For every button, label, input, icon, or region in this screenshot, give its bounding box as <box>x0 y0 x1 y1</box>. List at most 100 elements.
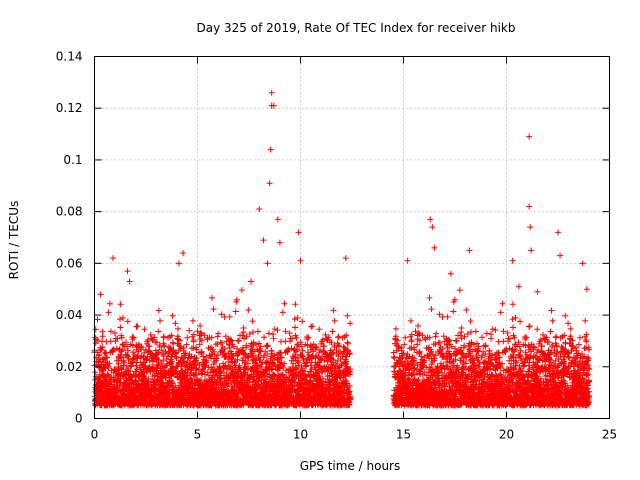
data-point <box>436 311 443 318</box>
data-point <box>309 323 316 330</box>
data-point <box>197 322 204 329</box>
data-point <box>433 330 440 337</box>
data-point <box>270 335 277 342</box>
data-point <box>188 353 195 360</box>
data-point <box>232 308 239 315</box>
data-point <box>124 318 131 325</box>
data-point <box>117 301 124 308</box>
data-point <box>344 340 351 347</box>
data-point <box>172 320 179 327</box>
data-point <box>426 294 433 301</box>
chart-title: Day 325 of 2019, Rate Of TEC Index for r… <box>197 21 516 35</box>
data-point <box>147 331 154 338</box>
data-point <box>124 343 131 350</box>
data-point <box>167 345 174 352</box>
data-point <box>294 314 301 321</box>
data-point <box>316 326 323 333</box>
data-point <box>292 301 299 308</box>
data-point <box>305 334 312 341</box>
data-point <box>281 300 288 307</box>
data-point <box>153 339 160 346</box>
data-point <box>208 294 215 301</box>
data-point <box>214 341 221 348</box>
data-point <box>118 366 125 373</box>
data-point <box>188 376 195 383</box>
data-point <box>129 336 136 343</box>
data-point <box>261 334 268 341</box>
data-point <box>99 328 106 335</box>
grid-lines <box>94 56 610 419</box>
data-point <box>99 344 106 351</box>
data-point <box>274 326 281 333</box>
data-point <box>335 333 342 340</box>
data-point <box>279 309 286 316</box>
data-point <box>330 307 337 314</box>
data-point <box>329 328 336 335</box>
data-point <box>254 328 261 335</box>
data-point <box>155 356 162 363</box>
data-point <box>308 323 315 330</box>
data-point <box>148 335 155 342</box>
data-point <box>104 354 111 361</box>
data-point <box>125 347 132 354</box>
data-point <box>183 361 190 368</box>
data-point <box>148 350 155 357</box>
data-point <box>105 372 112 379</box>
data-point <box>407 317 414 324</box>
data-point <box>117 316 124 323</box>
data-point <box>192 371 199 378</box>
data-point <box>456 287 463 294</box>
data-point <box>151 334 158 341</box>
data-point <box>168 332 175 339</box>
data-point <box>176 342 183 349</box>
data-point <box>428 306 435 313</box>
data-point <box>245 306 252 313</box>
data-point <box>155 328 162 335</box>
data-point <box>344 312 351 319</box>
data-point <box>111 330 118 337</box>
data-point <box>155 307 162 314</box>
data-point <box>110 346 117 353</box>
data-point <box>145 381 152 388</box>
data-point <box>105 364 112 371</box>
data-point <box>392 325 399 332</box>
data-point <box>146 357 153 364</box>
data-point <box>169 312 176 319</box>
data-point <box>265 330 272 337</box>
data-point <box>235 338 242 345</box>
data-point <box>218 311 225 318</box>
data-point <box>472 328 479 335</box>
data-point <box>117 354 124 361</box>
data-point <box>119 346 126 353</box>
data-point <box>408 337 415 344</box>
data-point <box>238 287 245 294</box>
data-point <box>102 349 109 356</box>
data-point <box>162 367 169 374</box>
data-point <box>402 334 409 341</box>
data-point <box>331 317 338 324</box>
data-point <box>106 300 113 307</box>
data-point <box>215 330 222 337</box>
data-point <box>140 373 147 380</box>
data-point <box>176 337 183 344</box>
data-point <box>172 349 179 356</box>
data-point <box>450 308 457 315</box>
data-point <box>172 382 179 389</box>
data-point <box>193 355 200 362</box>
data-point <box>182 350 189 357</box>
data-point <box>157 317 164 324</box>
data-point <box>146 343 153 350</box>
data-point <box>130 334 137 341</box>
data-point <box>292 324 299 331</box>
data-point <box>124 352 131 359</box>
data-point <box>122 339 129 346</box>
data-point <box>463 306 470 313</box>
data-point <box>123 363 130 370</box>
data-point <box>226 344 233 351</box>
data-point <box>444 313 451 320</box>
data-point <box>92 326 99 333</box>
data-point <box>115 360 122 367</box>
data-point <box>94 316 101 323</box>
data-point <box>240 329 247 336</box>
data-point <box>432 341 439 348</box>
